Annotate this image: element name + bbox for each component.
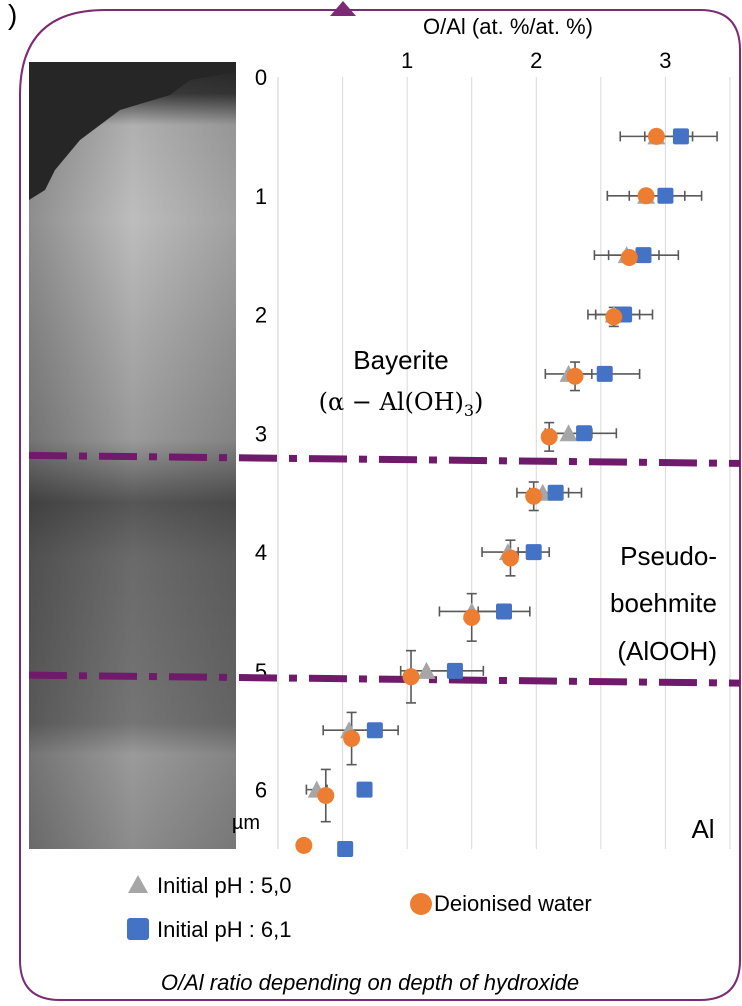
bayerite-label: Bayerite [353, 345, 448, 375]
micrograph-dark-region [29, 62, 236, 200]
data-point-circle [605, 308, 623, 326]
y-tick-label: 1 [255, 184, 267, 209]
panel-label: ) [8, 0, 17, 30]
data-point-square [635, 247, 652, 264]
data-point-square [337, 841, 354, 857]
data-point-square [446, 662, 463, 679]
bayerite-formula: (α − Al(OH)3) [319, 388, 484, 420]
data-point-square [657, 187, 674, 204]
pseudoboehmite-label-line2: boehmite [610, 588, 717, 618]
phase-boundary-line [28, 671, 741, 687]
data-point-circle [637, 187, 655, 205]
phase-boundary-line [28, 451, 741, 467]
legend: Initial pH : 5,0 Initial pH : 6,1 Deioni… [127, 873, 592, 942]
legend-label-water: Deionised water [434, 891, 592, 916]
legend-marker-ph61 [127, 918, 149, 940]
legend-marker-ph50 [128, 875, 148, 893]
data-point-square [596, 365, 613, 382]
figure-frame [19, 9, 741, 1001]
x-tick-label: 2 [530, 48, 542, 73]
data-point-circle [525, 487, 543, 505]
x-tick-label: 3 [659, 48, 671, 73]
y-tick-label: 6 [255, 778, 267, 803]
data-point-triangle [417, 661, 436, 679]
y-tick-label: 0 [255, 65, 267, 90]
bayerite-formula-prefix: (α − Al(OH) [319, 388, 464, 416]
data-point-circle [620, 249, 638, 267]
data-point-circle [402, 668, 420, 686]
data-point-square [547, 484, 564, 501]
y-tick-label: 3 [255, 421, 267, 446]
data-point-square [496, 603, 512, 620]
pseudoboehmite-label-line3: (AlOOH) [617, 636, 717, 666]
pseudoboehmite-label-line1: Pseudo- [620, 541, 717, 571]
data-point-square [672, 128, 689, 145]
data-point-circle [647, 127, 665, 145]
data-point-circle [566, 367, 584, 385]
data-point-circle [501, 549, 519, 567]
bayerite-formula-suffix: ) [474, 388, 483, 416]
data-point-circle [463, 608, 481, 626]
data-point-square [576, 425, 593, 442]
frame-tab-marker [330, 1, 356, 16]
aluminium-label: Al [691, 814, 714, 844]
data-point-square [525, 544, 542, 561]
data-point-circle [295, 836, 313, 854]
x-axis-title: O/Al (at. %/at. %) [423, 14, 593, 39]
y-tick-label: 2 [255, 303, 267, 328]
data-point-triangle [559, 424, 578, 442]
x-tick-label: 1 [401, 48, 413, 73]
legend-label-ph50: Initial pH : 5,0 [157, 873, 292, 898]
bayerite-formula-subscript: 3 [464, 401, 474, 420]
data-point-square [366, 722, 383, 739]
figure-caption: O/Al ratio depending on depth of hydroxi… [161, 970, 579, 995]
legend-marker-water [410, 893, 432, 915]
y-tick-label: 4 [255, 540, 267, 565]
data-point-circle [317, 787, 335, 805]
data-point-square [356, 781, 373, 798]
data-point-circle [343, 730, 361, 748]
y-axis-unit-label: µm [232, 812, 260, 834]
data-point-circle [540, 428, 558, 446]
legend-label-ph61: Initial pH : 6,1 [157, 917, 292, 942]
